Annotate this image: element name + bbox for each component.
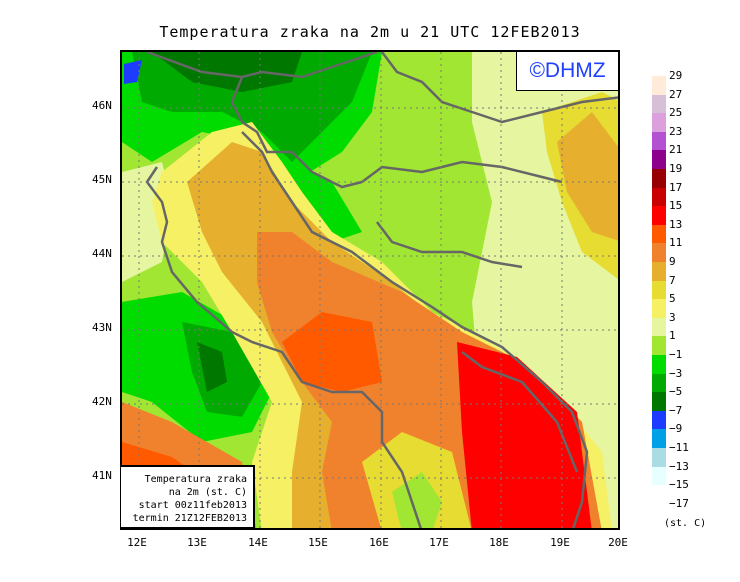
legend-swatch (652, 113, 666, 132)
dhmz-logo: ©DHMZ (516, 51, 619, 91)
legend-label: 25 (669, 106, 683, 120)
lon-label: 20E (608, 536, 628, 549)
lon-label: 18E (489, 536, 509, 549)
lon-label: 16E (369, 536, 389, 549)
lon-label: 15E (308, 536, 328, 549)
legend-label: 21 (669, 143, 683, 157)
legend-swatch (652, 336, 666, 355)
legend-swatch (652, 429, 666, 448)
legend-label: −9 (669, 422, 683, 436)
legend-label: 9 (669, 255, 676, 268)
legend-label: −17 (669, 496, 689, 510)
legend-swatch (652, 410, 666, 430)
legend-swatch (652, 448, 666, 467)
legend-swatch (652, 206, 666, 225)
lon-label: 19E (550, 536, 570, 549)
legend-label: 17 (669, 180, 683, 194)
legend-label: 29 (669, 69, 683, 82)
lon-label: 13E (187, 536, 207, 549)
legend-label: 3 (669, 310, 676, 324)
legend-label: 11 (669, 236, 683, 250)
legend-label: −13 (669, 459, 689, 473)
lat-label: 46N (92, 99, 112, 112)
legend-label: −7 (669, 403, 683, 417)
lon-label: 14E (248, 536, 268, 549)
lon-label: 12E (127, 536, 147, 549)
legend-swatch (652, 299, 666, 318)
legend-swatch (652, 76, 666, 95)
info-line: Temperatura zraka (144, 474, 247, 485)
lat-label: 44N (92, 247, 112, 260)
legend-label: 13 (669, 217, 683, 231)
map-title: Temperatura zraka na 2m u 21 UTC 12FEB20… (159, 23, 581, 41)
legend-swatch (652, 280, 666, 300)
legend-swatch (652, 94, 666, 114)
legend-unit: (st. C) (664, 518, 707, 529)
legend-swatch (652, 187, 666, 207)
legend-label: −11 (669, 441, 689, 454)
legend-label: −15 (669, 478, 689, 492)
legend-label: 19 (669, 162, 683, 175)
legend-swatch (652, 131, 666, 151)
legend-swatch (652, 243, 666, 262)
legend-swatch (652, 224, 666, 244)
lon-label: 17E (429, 536, 449, 549)
legend-swatch (652, 262, 666, 281)
legend-swatch (652, 466, 666, 486)
legend-swatch (652, 169, 666, 188)
legend-swatch (652, 150, 666, 169)
temperature-map (120, 50, 620, 530)
legend-swatch (652, 355, 666, 374)
info-line: na 2m (st. C) (168, 487, 247, 498)
legend-label: −3 (669, 366, 683, 380)
legend-swatch (652, 392, 666, 411)
info-box: Temperatura zraka na 2m (st. C) start 00… (121, 465, 255, 529)
legend-label: 15 (669, 199, 683, 213)
info-line: termin 21Z12FEB2013 (132, 513, 247, 524)
legend-label: −5 (669, 385, 683, 399)
legend-label: 5 (669, 292, 676, 306)
legend-swatch (652, 373, 666, 393)
legend-label: 27 (669, 87, 683, 101)
legend-swatch (652, 317, 666, 337)
legend-label: 23 (669, 124, 683, 138)
lat-label: 41N (92, 469, 112, 482)
legend-label: 7 (669, 273, 676, 287)
legend-label: −1 (669, 348, 683, 361)
lat-label: 43N (92, 321, 112, 334)
legend-label: 1 (669, 329, 676, 343)
lat-label: 42N (92, 395, 112, 408)
temperature-field (122, 52, 618, 528)
info-line: start 00z11feb2013 (138, 500, 247, 511)
lat-label: 45N (92, 173, 112, 186)
